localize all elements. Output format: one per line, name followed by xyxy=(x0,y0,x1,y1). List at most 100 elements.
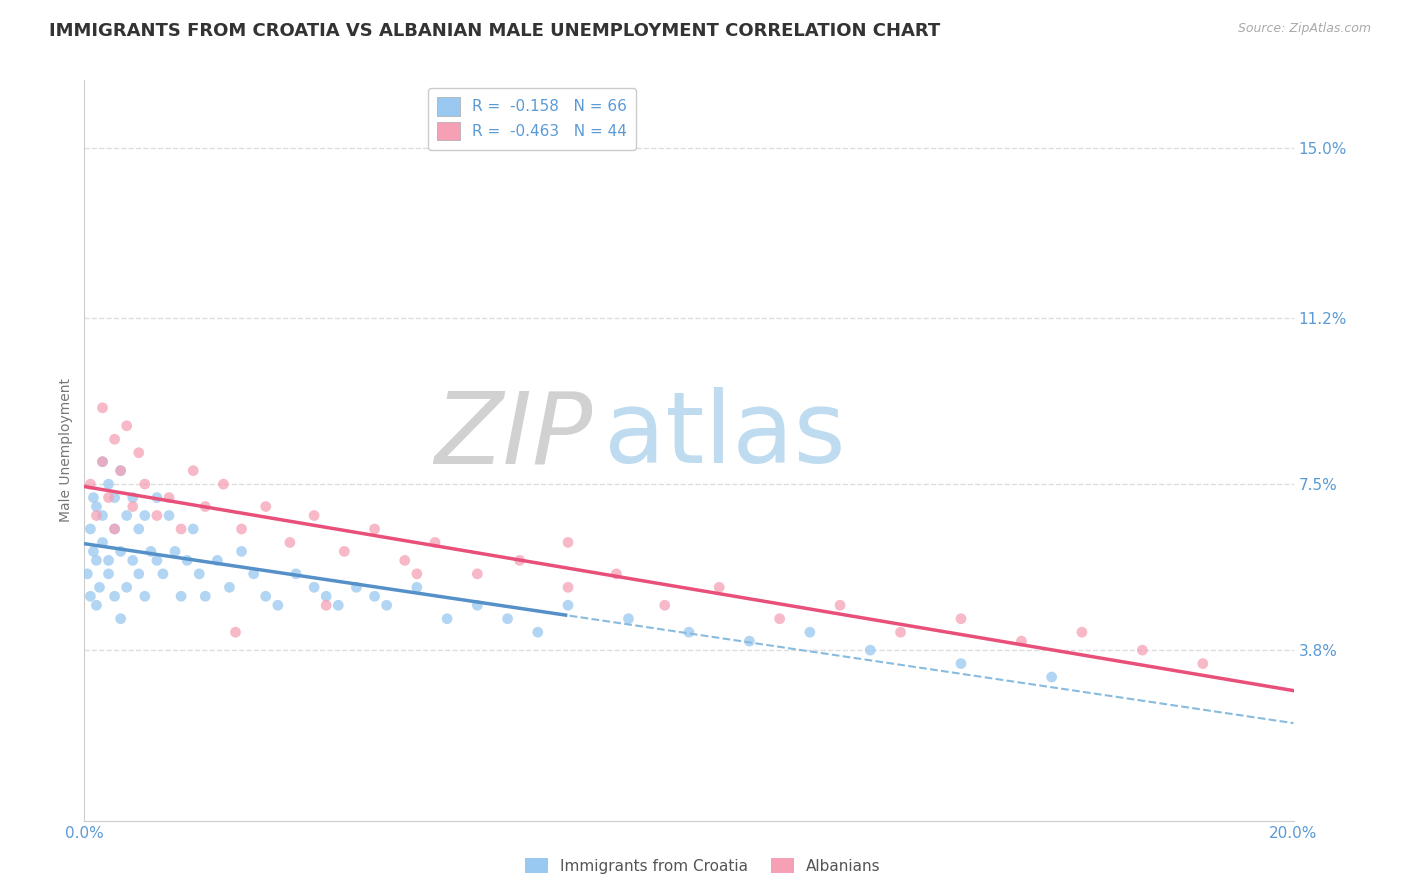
Point xyxy=(218,580,240,594)
Point xyxy=(254,500,277,514)
Point xyxy=(467,599,489,613)
Legend: Immigrants from Croatia, Albanians: Immigrants from Croatia, Albanians xyxy=(519,852,887,880)
Point xyxy=(285,566,308,581)
Point xyxy=(363,522,385,536)
Point xyxy=(170,522,193,536)
Point xyxy=(225,625,247,640)
Point xyxy=(181,522,204,536)
Point xyxy=(165,544,187,558)
Point xyxy=(91,401,114,415)
Point xyxy=(302,508,325,523)
Point xyxy=(654,599,676,613)
Point xyxy=(406,566,429,581)
Point xyxy=(110,464,132,478)
Point xyxy=(104,522,127,536)
Point xyxy=(406,580,429,594)
Point xyxy=(231,522,253,536)
Point xyxy=(128,566,150,581)
Point xyxy=(134,508,156,523)
Point xyxy=(527,625,550,640)
Point xyxy=(134,477,156,491)
Point xyxy=(950,657,973,671)
Point xyxy=(188,566,211,581)
Point xyxy=(170,589,193,603)
Point xyxy=(97,553,120,567)
Point xyxy=(678,625,700,640)
Point xyxy=(97,491,120,505)
Point xyxy=(467,566,489,581)
Point xyxy=(423,535,446,549)
Point xyxy=(315,599,337,613)
Point xyxy=(157,508,180,523)
Point xyxy=(79,522,101,536)
Point xyxy=(212,477,235,491)
Point xyxy=(110,544,132,558)
Point xyxy=(769,612,792,626)
Point xyxy=(115,580,138,594)
Point xyxy=(557,535,579,549)
Point xyxy=(1130,643,1153,657)
Point xyxy=(830,599,852,613)
Point xyxy=(231,544,253,558)
Point xyxy=(76,566,98,581)
Point xyxy=(91,455,114,469)
Point xyxy=(91,535,114,549)
Point xyxy=(496,612,519,626)
Text: ZIP: ZIP xyxy=(434,387,592,484)
Point xyxy=(346,580,368,594)
Point xyxy=(176,553,198,567)
Point xyxy=(146,553,169,567)
Point xyxy=(557,599,579,613)
Point xyxy=(1040,670,1063,684)
Point xyxy=(86,599,108,613)
Point xyxy=(267,599,290,613)
Text: IMMIGRANTS FROM CROATIA VS ALBANIAN MALE UNEMPLOYMENT CORRELATION CHART: IMMIGRANTS FROM CROATIA VS ALBANIAN MALE… xyxy=(49,22,941,40)
Point xyxy=(86,500,108,514)
Point xyxy=(1192,657,1215,671)
Point xyxy=(315,589,337,603)
Point xyxy=(709,580,731,594)
Point xyxy=(110,464,132,478)
Point xyxy=(104,432,127,446)
Point xyxy=(146,508,169,523)
Point xyxy=(194,589,217,603)
Point xyxy=(82,491,104,505)
Point xyxy=(278,535,301,549)
Point xyxy=(128,522,150,536)
Point xyxy=(110,612,132,626)
Point xyxy=(121,553,143,567)
Text: Source: ZipAtlas.com: Source: ZipAtlas.com xyxy=(1237,22,1371,36)
Point xyxy=(121,500,143,514)
Point xyxy=(950,612,973,626)
Point xyxy=(86,553,108,567)
Point xyxy=(86,508,108,523)
Point xyxy=(82,544,104,558)
Point xyxy=(254,589,277,603)
Point xyxy=(91,455,114,469)
Point xyxy=(104,589,127,603)
Point xyxy=(242,566,264,581)
Point xyxy=(859,643,882,657)
Point xyxy=(194,500,217,514)
Point xyxy=(79,589,101,603)
Point xyxy=(207,553,229,567)
Point xyxy=(91,508,114,523)
Point xyxy=(128,446,150,460)
Point xyxy=(104,491,127,505)
Point xyxy=(1011,634,1033,648)
Point xyxy=(104,522,127,536)
Y-axis label: Male Unemployment: Male Unemployment xyxy=(59,378,73,523)
Point xyxy=(605,566,627,581)
Point xyxy=(557,580,579,594)
Point xyxy=(1071,625,1094,640)
Point xyxy=(799,625,821,640)
Legend: R =  -0.158   N = 66, R =  -0.463   N = 44: R = -0.158 N = 66, R = -0.463 N = 44 xyxy=(427,88,636,150)
Point xyxy=(97,566,120,581)
Point xyxy=(121,491,143,505)
Point xyxy=(333,544,356,558)
Point xyxy=(890,625,912,640)
Point xyxy=(115,418,138,433)
Text: atlas: atlas xyxy=(605,387,846,484)
Point xyxy=(509,553,531,567)
Point xyxy=(436,612,458,626)
